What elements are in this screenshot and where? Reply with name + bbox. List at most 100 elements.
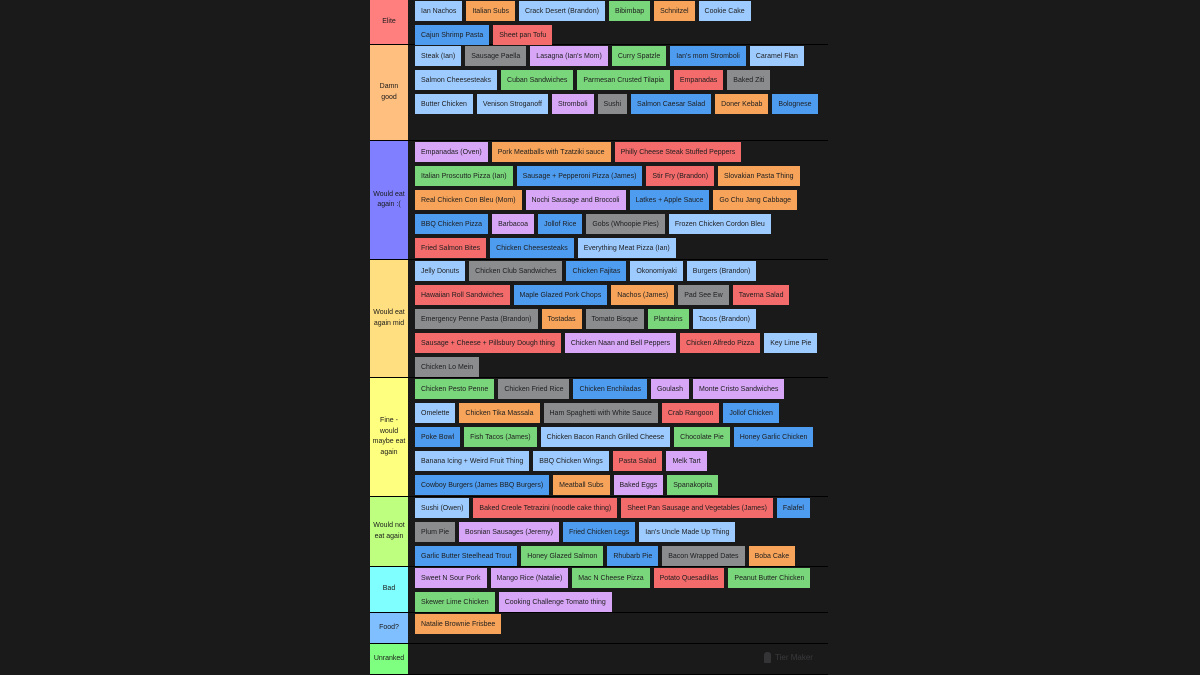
tier-item[interactable]: Emergency Penne Pasta (Brandon): [415, 309, 538, 329]
tier-item[interactable]: Tacos (Brandon): [692, 309, 757, 329]
tier-item[interactable]: Italian Proscutto Pizza (Ian): [415, 166, 513, 186]
tier-items-dropzone[interactable]: Sweet N Sour Pork Mango Rice (Natalie) Mac…: [408, 567, 828, 612]
tier-item[interactable]: Fried Salmon Bites: [415, 238, 487, 258]
tier-item[interactable]: Chicken Alfredo Pizza: [680, 333, 761, 353]
tier-label[interactable]: Would not eat again: [370, 497, 408, 566]
tier-item[interactable]: BBQ Chicken Wings: [533, 451, 609, 471]
tier-item[interactable]: Falafel: [776, 498, 810, 518]
tier-items-dropzone[interactable]: Chicken Pesto Penne Chicken Fried Rice Chi…: [408, 378, 828, 496]
tier-item[interactable]: Chicken Naan and Bell Peppers: [564, 333, 677, 353]
tier-items-dropzone[interactable]: Jelly Donuts Chicken Club Sandwiches Chick…: [408, 260, 828, 377]
tier-item[interactable]: Cuban Sandwiches: [501, 70, 574, 90]
tier-items-dropzone[interactable]: Steak (Ian) Sausage Paella Lasagna (Ian's …: [408, 45, 828, 140]
tier-item[interactable]: Curry Spatzle: [611, 46, 667, 66]
tier-item[interactable]: Honey Garlic Chicken: [733, 427, 814, 447]
tier-label[interactable]: Would eat again mid: [370, 260, 408, 377]
tier-item[interactable]: Baked Creole Tetrazini (noodle cake thin…: [473, 498, 618, 518]
tier-item[interactable]: Ian Nachos: [415, 1, 463, 21]
tier-item[interactable]: Real Chicken Con Bleu (Mom): [415, 190, 522, 210]
tier-item[interactable]: Baked Eggs: [613, 475, 664, 495]
tier-item[interactable]: Meatball Subs: [553, 475, 610, 495]
tier-item[interactable]: Barbacoa: [492, 214, 535, 234]
tier-item[interactable]: Sausage + Cheese + Pillsbury Dough thing: [415, 333, 561, 353]
tier-item[interactable]: Monte Cristo Sandwiches: [693, 379, 785, 399]
tier-item[interactable]: Cookie Cake: [698, 1, 751, 21]
tier-item[interactable]: Omelette: [415, 403, 456, 423]
tier-item[interactable]: Steak (Ian): [415, 46, 462, 66]
tier-item[interactable]: Philly Cheese Steak Stuffed Peppers: [614, 142, 742, 162]
tier-item[interactable]: Slovakian Pasta Thing: [718, 166, 800, 186]
tier-item[interactable]: Go Chu Jang Cabbage: [713, 190, 798, 210]
tier-item[interactable]: Chicken Bacon Ranch Grilled Cheese: [540, 427, 671, 447]
tier-item[interactable]: Bacon Wrapped Dates: [662, 546, 745, 566]
tier-item[interactable]: Ham Spaghetti with White Sauce: [543, 403, 658, 423]
tier-item[interactable]: Burgers (Brandon): [686, 261, 757, 281]
tier-item[interactable]: Stir Fry (Brandon): [646, 166, 715, 186]
tier-item[interactable]: Maple Glazed Pork Chops: [513, 285, 608, 305]
tier-item[interactable]: Chicken Cheesesteaks: [490, 238, 574, 258]
tier-label[interactable]: Fine - would maybe eat again: [370, 378, 408, 496]
tier-item[interactable]: Latkes + Apple Sauce: [629, 190, 710, 210]
tier-item[interactable]: Poke Bowl: [415, 427, 461, 447]
tier-item[interactable]: Goulash: [650, 379, 690, 399]
tier-items-dropzone[interactable]: [408, 644, 828, 674]
tier-item[interactable]: Jollof Rice: [538, 214, 583, 234]
tier-item[interactable]: BBQ Chicken Pizza: [415, 214, 489, 234]
tier-item[interactable]: Banana Icing + Weird Fruit Thing: [415, 451, 530, 471]
tier-item[interactable]: Stromboli: [551, 94, 594, 114]
tier-item[interactable]: Ian's Uncle Made Up Thing: [639, 522, 736, 542]
tier-item[interactable]: Pad See Ew: [678, 285, 729, 305]
tier-item[interactable]: Sausage + Pepperoni Pizza (James): [516, 166, 643, 186]
tier-item[interactable]: Bosnian Sausages (Jeremy): [459, 522, 559, 542]
tier-items-dropzone[interactable]: Natalie Brownie Frisbee: [408, 613, 828, 643]
tier-item[interactable]: Schnitzel: [654, 1, 695, 21]
tier-item[interactable]: Mango Rice (Natalie): [490, 568, 569, 588]
tier-item[interactable]: Baked Ziti: [727, 70, 771, 90]
tier-item[interactable]: Potato Quesadillas: [653, 568, 725, 588]
tier-item[interactable]: Honey Glazed Salmon: [521, 546, 604, 566]
tier-item[interactable]: Pasta Salad: [612, 451, 663, 471]
tier-item[interactable]: Ian's mom Stromboli: [670, 46, 746, 66]
tier-item[interactable]: Pork Meatballs with Tzatziki sauce: [491, 142, 611, 162]
tier-item[interactable]: Bibimbap: [608, 1, 651, 21]
tier-item[interactable]: Sausage Paella: [465, 46, 527, 66]
tier-item[interactable]: Empanadas: [673, 70, 724, 90]
tier-item[interactable]: Gobs (Whoopie Pies): [586, 214, 665, 234]
tier-item[interactable]: Chicken Club Sandwiches: [469, 261, 563, 281]
tier-item[interactable]: Rhubarb Pie: [607, 546, 659, 566]
tier-item[interactable]: Doner Kebab: [715, 94, 769, 114]
tier-item[interactable]: Crab Rangoon: [661, 403, 720, 423]
tier-label[interactable]: Damn good: [370, 45, 408, 140]
tier-item[interactable]: Everything Meat Pizza (Ian): [577, 238, 676, 258]
tier-item[interactable]: Nachos (James): [611, 285, 675, 305]
tier-item[interactable]: Chicken Lo Mein: [415, 357, 480, 377]
tier-item[interactable]: Chicken Enchiladas: [573, 379, 647, 399]
tier-item[interactable]: Sheet Pan Sausage and Vegetables (James): [621, 498, 773, 518]
tier-item[interactable]: Cowboy Burgers (James BBQ Burgers): [415, 475, 550, 495]
tier-label[interactable]: Elite: [370, 0, 408, 44]
tier-item[interactable]: Jollof Chicken: [723, 403, 779, 423]
tier-items-dropzone[interactable]: Ian Nachos Italian Subs Crack Desert (Bran…: [408, 0, 828, 45]
tier-item[interactable]: Sheet pan Tofu: [493, 25, 553, 45]
tier-item[interactable]: Plum Pie: [415, 522, 456, 542]
tier-item[interactable]: Salmon Cheesesteaks: [415, 70, 498, 90]
tier-item[interactable]: Mac N Cheese Pizza: [572, 568, 650, 588]
tier-label[interactable]: Food?: [370, 613, 408, 643]
tier-item[interactable]: Taverna Salad: [732, 285, 790, 305]
tier-item[interactable]: Natalie Brownie Frisbee: [415, 614, 502, 634]
tier-item[interactable]: Chicken Tika Massala: [459, 403, 540, 423]
tier-item[interactable]: Fried Chicken Legs: [562, 522, 636, 542]
tier-item[interactable]: Melk Tart: [666, 451, 707, 471]
tier-label[interactable]: Unranked: [370, 644, 408, 674]
tier-item[interactable]: Sweet N Sour Pork: [415, 568, 487, 588]
tier-item[interactable]: Chicken Fried Rice: [498, 379, 570, 399]
tier-item[interactable]: Empanadas (Oven): [415, 142, 488, 162]
tier-item[interactable]: Cajun Shrimp Pasta: [415, 25, 490, 45]
tier-item[interactable]: Bolognese: [772, 94, 818, 114]
tier-item[interactable]: Chicken Pesto Penne: [415, 379, 495, 399]
tier-item[interactable]: Fish Tacos (James): [464, 427, 537, 447]
tier-item[interactable]: Okonomiyaki: [630, 261, 683, 281]
tier-item[interactable]: Peanut Butter Chicken: [728, 568, 811, 588]
tier-item[interactable]: Butter Chicken: [415, 94, 473, 114]
tier-item[interactable]: Cooking Challenge Tomato thing: [498, 592, 612, 612]
